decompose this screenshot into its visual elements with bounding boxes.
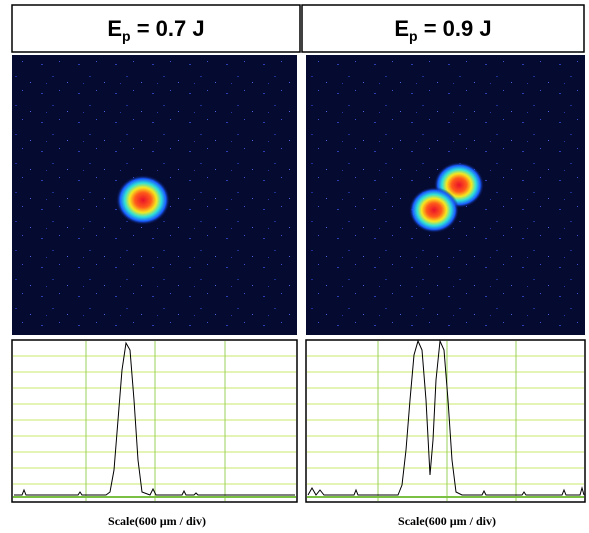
title-rest: = 0.9 J	[418, 16, 492, 41]
panel-title: Ep = 0.7 J	[107, 16, 204, 44]
profile-panel	[305, 339, 586, 503]
profile-panel	[11, 339, 298, 503]
scale-label: Scale(600 µm / div)	[398, 514, 496, 528]
title-box	[301, 4, 585, 53]
panel-title: Ep = 0.9 J	[394, 16, 491, 44]
scale-label: Scale(600 µm / div)	[108, 514, 206, 528]
title-box	[11, 4, 301, 53]
title-symbol: E	[394, 16, 409, 41]
title-subscript: p	[122, 28, 131, 44]
title-subscript: p	[409, 28, 418, 44]
beam-spot	[409, 187, 459, 233]
title-symbol: E	[107, 16, 122, 41]
title-rest: = 0.7 J	[131, 16, 205, 41]
beam-spot	[116, 175, 170, 225]
